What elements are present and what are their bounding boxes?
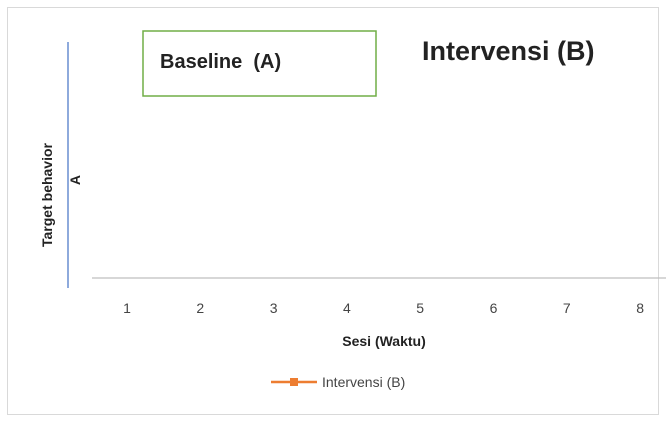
legend-label: Intervensi (B) [322, 374, 405, 390]
baseline-label: Baseline (A) [160, 51, 281, 73]
x-tick-7: 7 [563, 300, 571, 316]
x-tick-5: 5 [416, 300, 424, 316]
y-axis-label: Target behavior [39, 142, 55, 247]
x-tick-3: 3 [270, 300, 278, 316]
y-axis-sublabel: A [67, 175, 83, 185]
intervention-title: Intervensi (B) [422, 36, 595, 66]
legend-square-marker-icon [290, 378, 298, 386]
x-axis-label: Sesi (Waktu) [342, 333, 426, 349]
x-tick-labels: 1 2 3 4 5 6 7 8 [123, 300, 644, 316]
chart-frame [7, 7, 659, 415]
x-tick-6: 6 [490, 300, 498, 316]
x-tick-4: 4 [343, 300, 351, 316]
legend: Intervensi (B) [271, 374, 405, 390]
x-tick-8: 8 [636, 300, 644, 316]
x-tick-2: 2 [196, 300, 204, 316]
x-tick-1: 1 [123, 300, 131, 316]
baseline-box [142, 30, 377, 97]
